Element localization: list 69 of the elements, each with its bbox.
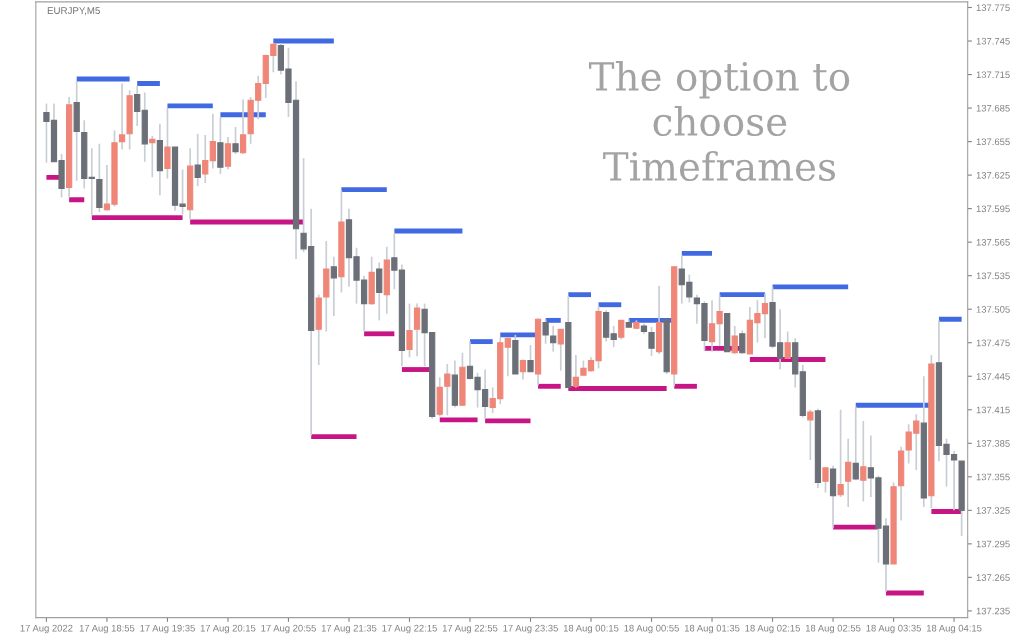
candlestick: [784, 330, 791, 360]
x-tick-label: 17 Aug 23:35: [503, 624, 558, 634]
x-tick-label: 18 Aug 02:15: [745, 624, 800, 634]
candlestick: [852, 405, 859, 481]
y-tick-label: 137.535: [976, 272, 1010, 280]
candlestick: [202, 134, 209, 184]
candlestick: [232, 126, 239, 155]
chart-title: EURJPY,M5: [47, 7, 100, 16]
y-tick-label: 137.475: [976, 339, 1010, 347]
y-tick-label: 137.505: [976, 306, 1010, 313]
candlestick: [572, 354, 580, 389]
candlestick: [224, 136, 232, 171]
candlestick: [504, 336, 511, 378]
y-tick-label: 137.775: [976, 4, 1010, 12]
candlestick: [118, 82, 126, 151]
y-tick-label: 137.295: [976, 540, 1010, 548]
y-tick-label: 137.715: [976, 71, 1010, 79]
y-tick-label: 137.385: [976, 440, 1010, 447]
candlestick: [149, 135, 156, 179]
y-tick-label: 137.625: [976, 171, 1010, 179]
y-tick-label: 137.325: [976, 507, 1010, 514]
y-tick-label: 137.235: [976, 607, 1010, 615]
candlestick: [134, 84, 141, 127]
candlestick: [557, 328, 564, 372]
candlestick: [648, 326, 655, 357]
candlestick: [519, 358, 527, 381]
candlestick: [807, 408, 814, 461]
y-tick-label: 137.655: [976, 138, 1010, 146]
y-tick-label: 137.415: [976, 406, 1010, 414]
y-tick-label: 137.745: [976, 37, 1010, 45]
candlestick: [413, 302, 421, 357]
x-tick-label: 17 Aug 22:55: [442, 624, 498, 634]
candlestick: [731, 325, 738, 355]
x-tick-label: 18 Aug 01:35: [684, 624, 740, 634]
x-tick-label: 17 Aug 22:15: [382, 624, 437, 634]
x-tick-label: 17 Aug 20:15: [200, 624, 256, 634]
candlestick: [618, 319, 625, 341]
y-tick-label: 137.355: [976, 473, 1010, 481]
x-tick-label: 17 Aug 20:55: [261, 624, 316, 634]
annotation: The option to choose Timeframes: [588, 60, 850, 182]
x-tick-label: 17 Aug 21:35: [321, 624, 377, 634]
candlestick: [527, 344, 534, 373]
x-tick-label: 18 Aug 03:35: [866, 624, 921, 634]
candlestick: [88, 147, 95, 217]
candlestick: [845, 437, 852, 508]
x-tick-label: 17 Aug 18:55: [79, 624, 135, 634]
y-tick-label: 137.595: [976, 205, 1010, 213]
y-tick-label: 137.565: [976, 238, 1010, 246]
x-tick-label: 18 Aug 04:15: [926, 624, 982, 634]
candlestick: [860, 420, 867, 503]
x-tick-label: 18 Aug 02:55: [805, 624, 861, 634]
y-tick-label: 137.685: [976, 104, 1010, 112]
candlestick: [330, 255, 337, 317]
y-tick-label: 137.445: [976, 373, 1010, 380]
x-tick-label: 17 Aug 2022: [20, 624, 73, 634]
candlestick: [444, 363, 451, 417]
candlestick: [164, 107, 171, 180]
candlestick: [376, 261, 383, 322]
x-tick-label: 17 Aug 19:35: [140, 624, 195, 634]
candlestick: [406, 302, 413, 359]
candlestick: [837, 408, 844, 498]
x-tick-label: 18 Aug 00:15: [563, 624, 619, 634]
candlestick: [239, 98, 247, 155]
candlestick: [739, 329, 746, 355]
y-tick-label: 137.265: [976, 574, 1010, 581]
candlestick: [194, 132, 201, 188]
x-tick-label: 18 Aug 00:55: [624, 624, 679, 634]
candlestick: [209, 112, 216, 170]
candlestick: [822, 467, 829, 494]
